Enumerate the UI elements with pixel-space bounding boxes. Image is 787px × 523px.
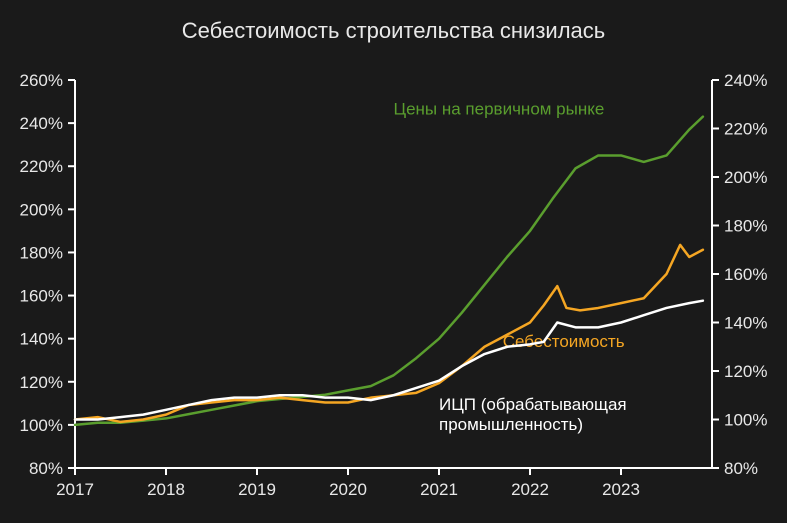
series-label: Цены на первичном рынке: [394, 99, 605, 118]
y-left-tick-label: 80%: [29, 459, 63, 478]
chart-title: Себестоимость строительства снизилась: [182, 18, 606, 43]
y-right-tick-label: 220%: [724, 120, 767, 139]
y-left-tick-label: 240%: [20, 114, 63, 133]
y-right-tick-label: 200%: [724, 168, 767, 187]
y-left-tick-label: 180%: [20, 243, 63, 262]
chart-container: Себестоимость строительства снизилась 201…: [0, 0, 787, 523]
y-left-tick-label: 140%: [20, 330, 63, 349]
series-label: промышленность): [439, 415, 583, 434]
line-chart: Себестоимость строительства снизилась 201…: [0, 0, 787, 523]
y-right-tick-label: 180%: [724, 217, 767, 236]
y-right-tick-label: 240%: [724, 71, 767, 90]
y-left-tick-label: 100%: [20, 416, 63, 435]
y-right-tick-label: 100%: [724, 411, 767, 430]
y-left-tick-label: 160%: [20, 287, 63, 306]
x-tick-label: 2023: [602, 480, 640, 499]
x-tick-label: 2018: [147, 480, 185, 499]
y-right-tick-label: 140%: [724, 314, 767, 333]
x-tick-label: 2019: [238, 480, 276, 499]
y-right-tick-label: 160%: [724, 265, 767, 284]
series-label: Себестоимость: [503, 332, 625, 351]
y-right-tick-label: 80%: [724, 459, 758, 478]
y-right-tick-label: 120%: [724, 362, 767, 381]
y-left-tick-label: 260%: [20, 71, 63, 90]
series-label: ИЦП (обрабатывающая: [439, 395, 627, 414]
y-left-tick-label: 120%: [20, 373, 63, 392]
x-tick-label: 2022: [511, 480, 549, 499]
x-tick-label: 2017: [56, 480, 94, 499]
y-left-tick-label: 200%: [20, 200, 63, 219]
x-tick-label: 2020: [329, 480, 367, 499]
y-left-tick-label: 220%: [20, 157, 63, 176]
x-tick-label: 2021: [420, 480, 458, 499]
